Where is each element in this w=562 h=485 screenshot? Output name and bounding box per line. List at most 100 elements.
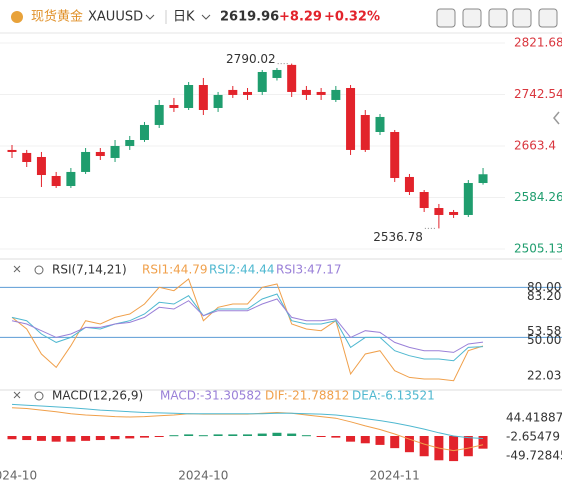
- change: +8.29: [279, 10, 322, 25]
- macd-bar: [272, 432, 282, 436]
- macd-bar: [390, 436, 400, 449]
- macd-bar: [7, 436, 17, 440]
- y-tick-label: 2505.13: [514, 241, 562, 255]
- candle-body: [257, 71, 267, 92]
- macd-bar: [243, 434, 253, 436]
- candle-body: [434, 208, 444, 215]
- collapse-arrow[interactable]: [553, 111, 560, 125]
- close-icon[interactable]: [13, 391, 21, 399]
- macd-bar: [169, 435, 179, 437]
- candle-body: [272, 69, 282, 78]
- candle-body: [346, 87, 356, 150]
- rsi-line: [11, 298, 484, 353]
- candle-body: [375, 116, 385, 132]
- candle-body: [360, 115, 370, 150]
- tool-button[interactable]: [436, 8, 456, 28]
- macd-bar: [213, 434, 223, 436]
- macd-bar: [66, 436, 76, 442]
- candle-body: [463, 183, 473, 215]
- macd-bar: [36, 436, 46, 441]
- x-tick-label: 2024-10: [178, 469, 228, 483]
- candle-body: [331, 89, 341, 100]
- indicator-title: RSI(7,14,21): [52, 263, 127, 277]
- macd-bar: [331, 436, 341, 438]
- macd-bar: [419, 436, 429, 457]
- macd-bar: [449, 436, 459, 462]
- candle-body: [81, 151, 91, 172]
- rsi-line: [11, 278, 484, 382]
- settings-icon[interactable]: [34, 391, 44, 401]
- indicator-title: MACD(12,26,9): [52, 389, 143, 403]
- y-tick-label: 2663.4: [514, 138, 556, 152]
- macd-bar: [301, 435, 311, 437]
- macd-bar: [228, 434, 238, 436]
- y-tick-label: 2742.54: [514, 87, 562, 101]
- legend-entry: RSI3:47.17: [276, 263, 342, 277]
- x-tick-label: 2024-10: [0, 469, 37, 483]
- y-tick-label: 80.00: [527, 280, 561, 294]
- candle-body: [184, 85, 194, 108]
- annotation: 2536.78: [373, 230, 423, 244]
- candle-body: [125, 140, 135, 146]
- candle-body: [243, 91, 253, 95]
- legend-entry: MACD:-31.30582: [160, 389, 262, 403]
- macd-bar: [81, 436, 91, 441]
- close-icon[interactable]: [13, 265, 21, 273]
- candle-body: [419, 192, 429, 209]
- candle-body: [478, 174, 488, 184]
- candle-body: [301, 89, 311, 95]
- settings-icon[interactable]: [34, 265, 44, 275]
- macd-legend: MACD(12,26,9): [13, 389, 143, 403]
- candle-body: [213, 94, 223, 108]
- macd-bar: [375, 436, 385, 445]
- tool-button[interactable]: [462, 8, 482, 28]
- macd-bar: [154, 436, 164, 437]
- macd-bar: [184, 434, 194, 436]
- macd-bar: [22, 436, 32, 441]
- period[interactable]: 日K: [173, 10, 195, 25]
- candle-body: [316, 91, 326, 95]
- header: 现货黄金 XAUUSD 日K 2619.96 +8.29 +0.32%: [0, 8, 562, 34]
- gold-icon: [11, 11, 23, 23]
- macd-line: [11, 403, 484, 439]
- candle-body: [404, 176, 414, 193]
- candle-body: [154, 104, 164, 125]
- legend-entry: RSI2:44.44: [209, 263, 275, 277]
- macd-bar: [463, 436, 473, 457]
- candle-body: [95, 151, 105, 157]
- y-tick-label: 50.00: [527, 333, 561, 347]
- macd-bar: [360, 436, 370, 444]
- candle-body: [449, 211, 459, 215]
- candle-body: [198, 85, 208, 110]
- candle-body: [228, 89, 238, 95]
- candle-body: [110, 145, 120, 158]
- candle-body: [169, 104, 179, 108]
- candle-body: [287, 64, 297, 92]
- y-tick-label: -49.72845: [506, 449, 562, 463]
- tool-button[interactable]: [488, 8, 508, 28]
- candle-body: [36, 156, 46, 176]
- rsi-line: [11, 293, 484, 362]
- y-tick-label: 83.20: [527, 289, 561, 303]
- tool-button[interactable]: [538, 8, 558, 28]
- y-tick-label: 44.41887: [506, 411, 562, 425]
- y-tick-label: -2.65479: [506, 430, 560, 444]
- candle-body: [390, 131, 400, 179]
- y-tick-label: 53.58: [527, 324, 561, 338]
- macd-bar: [95, 436, 105, 441]
- candle-body: [22, 152, 32, 162]
- symbol[interactable]: XAUUSD: [88, 10, 143, 25]
- change-pct: +0.32%: [324, 10, 380, 25]
- annotation: 2790.02: [226, 52, 276, 66]
- candle-body: [51, 175, 61, 187]
- price: 2619.96: [220, 10, 279, 25]
- legend-entry: DEA:-6.13521: [352, 389, 435, 403]
- tool-button[interactable]: [512, 8, 532, 28]
- dropdown-arrow: [201, 14, 211, 20]
- toolbar: [436, 8, 558, 28]
- macd-bar: [316, 436, 326, 437]
- macd-bar: [198, 435, 208, 437]
- legend-entry: DIF:-21.78812: [265, 389, 349, 403]
- macd-bar: [478, 436, 488, 449]
